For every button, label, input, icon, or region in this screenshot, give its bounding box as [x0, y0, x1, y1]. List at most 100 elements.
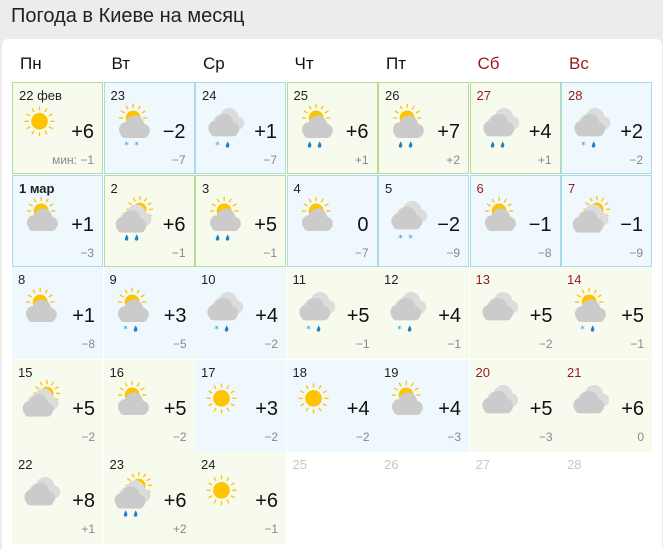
- day-date: 5: [385, 180, 393, 196]
- sun-cloud-weather-icon: [392, 380, 423, 415]
- day-cell[interactable]: 12 * +4 −1: [378, 267, 469, 359]
- day-cell[interactable]: 18 +4 −2: [286, 359, 378, 452]
- sun-weather-icon: [24, 106, 55, 137]
- sun-cloud-weather-icon: *: [575, 287, 606, 335]
- day-date: 6: [476, 180, 484, 196]
- day-cell[interactable]: 19 +4 −3: [378, 359, 469, 452]
- low-value: +1: [354, 153, 369, 167]
- low-temperature: −2: [264, 337, 278, 351]
- low-value: −2: [264, 337, 278, 351]
- svg-text:*: *: [397, 324, 402, 335]
- sun-weather-icon: [298, 382, 328, 413]
- low-value: −2: [538, 337, 553, 351]
- low-temperature: −7: [355, 246, 369, 260]
- high-temperature: −1: [620, 213, 643, 236]
- high-temperature: +6: [71, 121, 94, 143]
- day-cell[interactable]: 27 +4 +1: [469, 82, 561, 174]
- low-value: −1: [630, 337, 644, 351]
- day-cell[interactable]: 14 * +5 −1: [561, 267, 652, 359]
- day-cell[interactable]: 11 * +5 −1: [286, 267, 378, 359]
- day-cell: 28: [561, 452, 652, 544]
- cloud-weather-icon: * *: [391, 200, 428, 244]
- day-date: 24: [201, 457, 216, 472]
- cloud-weather-icon: [573, 384, 610, 413]
- low-value: +1: [81, 522, 95, 536]
- low-value: −9: [629, 245, 643, 260]
- day-date: 21: [567, 364, 582, 380]
- day-cell[interactable]: 24 * +1 −7: [195, 82, 286, 174]
- low-temperature: −7: [263, 153, 277, 167]
- day-date: 23: [109, 457, 124, 472]
- day-cell[interactable]: 17 +3 −2: [195, 359, 286, 452]
- day-date: 20: [475, 364, 490, 380]
- high-temperature: +4: [438, 397, 461, 420]
- day-cell[interactable]: 7 −1 −9: [561, 174, 652, 267]
- high-temperature: −1: [528, 213, 552, 236]
- sun-cloud-weather-icon: [210, 196, 241, 241]
- low-value: +1: [537, 153, 552, 167]
- high-temperature: −2: [162, 121, 186, 143]
- day-cell[interactable]: 6 −1 −8: [469, 174, 561, 267]
- day-cell[interactable]: 1 мар +1 −3: [12, 174, 103, 267]
- day-date: 23: [110, 88, 125, 103]
- cloud-weather-icon: [24, 477, 61, 506]
- high-temperature: +5: [254, 213, 277, 236]
- high-temperature: +6: [255, 490, 278, 512]
- day-cell[interactable]: 8 +1 −8: [12, 267, 103, 359]
- low-temperature: −2: [356, 430, 370, 444]
- day-cell[interactable]: 23 +6 +2: [103, 452, 195, 544]
- weekday-header: Пн: [20, 54, 42, 73]
- day-cell[interactable]: 10 * +4 −2: [195, 267, 286, 359]
- low-temperature: −2: [264, 430, 278, 444]
- weekday-header: Чт: [294, 54, 314, 73]
- low-value: −1: [447, 337, 461, 351]
- day-cell[interactable]: 9 * +3 −5: [103, 267, 195, 359]
- cloud-weather-icon: [481, 292, 518, 321]
- day-cell[interactable]: 13 +5 −2: [469, 267, 561, 359]
- day-date: 9: [109, 272, 117, 287]
- day-date: 18: [292, 364, 307, 380]
- sun-cloud-weather-icon: * *: [118, 103, 150, 151]
- day-cell[interactable]: 16 +5 −2: [103, 359, 195, 452]
- day-cell[interactable]: 26 +7 +2: [378, 82, 469, 174]
- day-cell[interactable]: 20 +5 −3: [469, 359, 561, 452]
- low-value: −3: [538, 429, 553, 444]
- day-date: 22 фев: [19, 88, 62, 103]
- day-cell: 26: [378, 452, 469, 544]
- day-cell[interactable]: 4 0 −7: [286, 174, 378, 267]
- high-temperature: +4: [255, 305, 278, 327]
- day-cell[interactable]: 22 +8 +1: [12, 452, 103, 544]
- low-value: +2: [446, 153, 460, 167]
- day-cell[interactable]: 2 +6 −1: [103, 174, 195, 267]
- cloud-sun-weather-icon: [114, 472, 152, 517]
- low-value: −2: [81, 429, 95, 444]
- low-temperature: −1: [263, 246, 277, 260]
- day-date: 19: [384, 364, 399, 380]
- day-cell[interactable]: 15 +5 −2: [12, 359, 103, 452]
- low-value: −3: [447, 429, 461, 444]
- day-cell[interactable]: 25 +6 +1: [286, 82, 378, 174]
- low-value: −1: [263, 245, 277, 260]
- low-temperature: +2: [173, 522, 187, 536]
- low-value: +2: [172, 522, 187, 536]
- day-cell[interactable]: 28 * +2 −2: [561, 82, 652, 174]
- day-cell[interactable]: 24 +6 −1: [195, 452, 286, 544]
- day-cell[interactable]: 21 +6 0: [561, 359, 652, 452]
- low-value: −1: [80, 153, 94, 167]
- low-temperature: +1: [355, 153, 369, 167]
- svg-text:*: *: [134, 140, 139, 151]
- day-cell[interactable]: 3 +5 −1: [195, 174, 286, 267]
- high-temperature: +5: [529, 397, 553, 420]
- sun-cloud-weather-icon: [301, 103, 333, 148]
- day-date: 15: [18, 364, 33, 380]
- day-date: 11: [292, 272, 307, 287]
- day-cell[interactable]: 23 * * −2 −7: [103, 82, 195, 174]
- day-cell[interactable]: 22 фев +6 мин: −1: [12, 82, 103, 174]
- day-cell[interactable]: 5 * * −2 −9: [378, 174, 469, 267]
- low-temperature: −3: [539, 430, 553, 444]
- low-value: −8: [537, 245, 552, 260]
- low-temperature: −2: [173, 430, 187, 444]
- high-temperature: +6: [163, 490, 187, 512]
- day-date: 10: [201, 272, 216, 287]
- high-temperature: +5: [346, 305, 370, 327]
